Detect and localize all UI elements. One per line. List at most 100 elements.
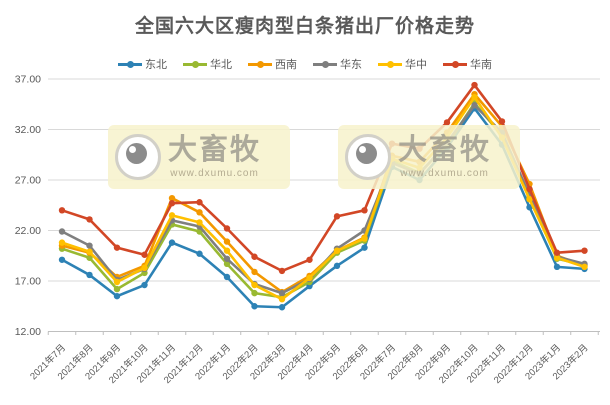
data-point-华中 — [306, 274, 313, 282]
y-axis-labels: 12.00 17.00 22.00 27.00 32.00 37.00 — [15, 74, 41, 339]
data-point-华中 — [526, 195, 533, 203]
x-axis-ticks — [47, 331, 599, 335]
data-point-华中 — [141, 264, 148, 272]
data-point-华南 — [333, 213, 341, 220]
legend-item-华中: 华中 — [378, 56, 427, 72]
legend-label: 华南 — [470, 59, 492, 71]
chart-legend: 东北 华北 西南 华东 华中 华南 — [0, 56, 610, 72]
data-point-华南 — [361, 207, 368, 214]
data-point-华南 — [251, 253, 258, 260]
data-point-东北 — [113, 292, 121, 300]
data-point-华中 — [58, 239, 66, 246]
data-point-华南 — [168, 200, 176, 207]
legend-line-dot-marker — [183, 60, 207, 69]
data-point-华东 — [223, 255, 231, 262]
data-point-华北 — [251, 289, 258, 297]
watermark-brand-name: 大畜牧 — [168, 133, 262, 166]
data-point-华南 — [86, 216, 93, 223]
data-point-西南 — [223, 238, 231, 245]
y-axis-tick-label: 17.00 — [15, 276, 41, 288]
y-axis-tick-label: 37.00 — [15, 74, 41, 86]
data-point-华中 — [333, 247, 341, 254]
watermark-brand-name: 大畜牧 — [398, 133, 492, 166]
legend-line-dot-marker — [313, 60, 337, 69]
watermark-right: 大畜牧 www.dxumu.com — [338, 125, 520, 189]
data-point-东北 — [526, 204, 533, 211]
data-point-华中 — [251, 281, 258, 289]
data-point-东北 — [168, 239, 176, 246]
data-point-华中 — [553, 254, 561, 261]
series-line-华南 — [60, 83, 586, 273]
data-point-华东 — [278, 289, 286, 297]
data-point-华中 — [223, 247, 231, 254]
data-point-华北 — [86, 254, 93, 261]
legend-label: 华北 — [210, 59, 232, 71]
y-axis-tick-label: 22.00 — [15, 225, 41, 237]
data-point-东北 — [141, 281, 148, 289]
data-point-华中 — [361, 235, 368, 242]
data-point-东北 — [196, 250, 203, 257]
y-axis-tick-label: 27.00 — [15, 175, 41, 187]
watermark-url: www.dxumu.com — [170, 167, 259, 179]
legend-item-西南: 西南 — [248, 56, 297, 72]
data-point-华南 — [553, 249, 561, 256]
legend-line-dot-marker — [378, 60, 402, 69]
data-point-东北 — [58, 256, 66, 263]
data-point-西南 — [251, 268, 258, 276]
data-point-华南 — [141, 251, 148, 258]
data-point-华中 — [196, 219, 203, 226]
data-point-华南 — [113, 244, 121, 251]
data-point-华中 — [278, 295, 286, 303]
legend-item-华北: 华北 — [183, 56, 232, 72]
watermark-eye-logo-icon — [115, 134, 161, 180]
data-point-华南 — [581, 247, 588, 254]
data-point-华东 — [58, 228, 66, 235]
data-point-华中 — [86, 248, 93, 255]
data-point-西南 — [196, 209, 203, 216]
legend-label: 东北 — [145, 59, 167, 71]
data-point-华东 — [471, 102, 478, 109]
data-point-华南 — [498, 118, 506, 125]
y-axis-tick-label: 32.00 — [15, 124, 41, 136]
data-point-华南 — [471, 81, 478, 89]
data-point-华北 — [223, 260, 231, 268]
data-point-华东 — [86, 242, 93, 249]
data-point-华南 — [278, 267, 286, 275]
data-point-华北 — [113, 285, 121, 293]
legend-line-dot-marker — [443, 60, 467, 69]
data-point-东北 — [361, 244, 368, 251]
legend-label: 西南 — [275, 59, 297, 71]
y-axis-tick-label: 12.00 — [15, 326, 41, 338]
data-point-华南 — [306, 256, 313, 263]
legend-item-华南: 华南 — [443, 56, 492, 72]
data-point-华中 — [168, 212, 176, 219]
data-point-华南 — [443, 119, 451, 126]
legend-line-dot-marker — [118, 60, 142, 69]
y-gridlines — [48, 78, 600, 332]
legend-label: 华中 — [405, 59, 427, 71]
chart-title: 全国六大区瘦肉型白条猪出厂价格走势 — [134, 16, 475, 37]
data-point-东北 — [333, 262, 341, 270]
data-point-东北 — [86, 271, 93, 279]
legend-item-东北: 东北 — [118, 56, 167, 72]
watermark-left: 大畜牧 www.dxumu.com — [108, 125, 290, 189]
data-point-华南 — [526, 185, 533, 193]
watermark-eye-logo-icon — [345, 134, 391, 180]
data-point-东北 — [251, 303, 258, 310]
data-point-华中 — [471, 93, 478, 101]
data-point-东北 — [278, 304, 286, 311]
data-point-东北 — [223, 273, 231, 281]
data-point-华南 — [223, 225, 231, 232]
x-axis-labels: 2021年7月2021年8月2021年9月2021年10月2021年11月202… — [28, 342, 591, 386]
data-point-华南 — [58, 207, 66, 214]
data-point-华中 — [113, 278, 121, 286]
data-point-华中 — [581, 263, 588, 271]
data-point-西南 — [168, 194, 176, 202]
data-point-东北 — [553, 263, 561, 271]
legend-line-dot-marker — [248, 60, 272, 69]
legend-item-华东: 华东 — [313, 56, 362, 72]
data-point-华南 — [196, 199, 203, 206]
watermark-url: www.dxumu.com — [400, 167, 489, 179]
legend-label: 华东 — [340, 59, 362, 71]
